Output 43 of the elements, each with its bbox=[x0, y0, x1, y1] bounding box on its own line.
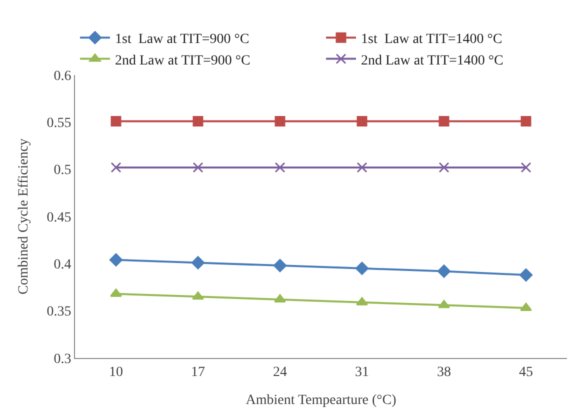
point bbox=[273, 258, 287, 272]
legend-label: 1st Law at TIT=900 °C bbox=[115, 32, 250, 48]
y-tick-label: 0.6 bbox=[54, 68, 72, 84]
point bbox=[110, 116, 122, 126]
point bbox=[355, 262, 369, 275]
y-tick-label: 0.55 bbox=[46, 116, 72, 132]
x-tick-label: 10 bbox=[109, 364, 123, 380]
x-tick-label: 17 bbox=[191, 364, 205, 380]
point bbox=[356, 297, 368, 306]
point bbox=[519, 268, 533, 282]
point bbox=[438, 116, 450, 126]
y-axis-title: Combined Cycle Efficiency bbox=[16, 138, 32, 295]
point bbox=[520, 116, 532, 126]
point bbox=[109, 253, 123, 266]
point bbox=[437, 264, 451, 278]
x-axis-title: Ambient Tempearture (°C) bbox=[246, 393, 397, 408]
point bbox=[192, 162, 204, 173]
point bbox=[191, 256, 205, 270]
point bbox=[110, 288, 122, 297]
legend-label: 2nd Law at TIT=900 °C bbox=[115, 53, 250, 68]
x-tick-label: 38 bbox=[437, 364, 451, 380]
point bbox=[438, 300, 450, 308]
point bbox=[356, 162, 368, 173]
point bbox=[438, 162, 450, 173]
point bbox=[520, 302, 532, 311]
x-tick-label: 45 bbox=[519, 364, 533, 380]
point bbox=[192, 291, 204, 300]
point bbox=[520, 162, 532, 173]
legend-label: 1st Law at TIT=1400 °C bbox=[361, 32, 502, 48]
point bbox=[274, 116, 286, 126]
y-tick-label: 0.5 bbox=[54, 163, 72, 178]
y-tick-label: 0.35 bbox=[46, 304, 72, 320]
y-tick-label: 0.3 bbox=[54, 352, 72, 367]
point bbox=[110, 162, 122, 173]
y-tick-label: 0.4 bbox=[54, 258, 72, 273]
point bbox=[356, 116, 368, 126]
point bbox=[192, 116, 204, 126]
x-tick-label: 24 bbox=[273, 364, 287, 380]
point bbox=[274, 294, 286, 303]
legend-label: 2nd Law at TIT=1400 °C bbox=[361, 53, 504, 68]
point bbox=[274, 162, 286, 173]
x-tick-label: 31 bbox=[355, 364, 369, 380]
y-tick-label: 0.45 bbox=[46, 210, 72, 226]
